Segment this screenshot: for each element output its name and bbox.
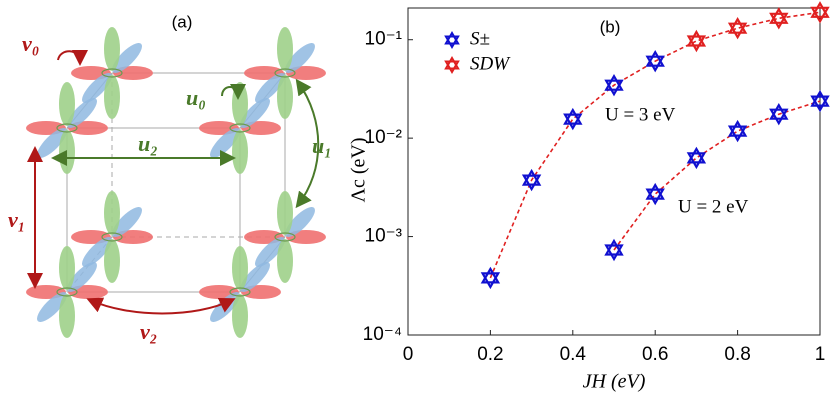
x-tick-label: 1 <box>815 344 826 365</box>
panel-label: (a) <box>172 12 193 31</box>
y-tick-label: 10⁻¹ <box>365 29 403 50</box>
data-point <box>645 182 665 206</box>
data-point <box>686 146 707 170</box>
hopping-label: u₂ <box>138 131 158 156</box>
x-tick-label: 0.4 <box>560 344 587 365</box>
data-point <box>480 266 501 290</box>
y-tick-label: 10⁻² <box>365 127 403 148</box>
legend-label: S± <box>470 28 490 49</box>
data-point <box>604 74 624 97</box>
data-point <box>810 1 830 24</box>
data-point <box>563 107 583 131</box>
data-point <box>769 7 789 30</box>
data-point <box>727 17 748 40</box>
hopping-label: v₀ <box>22 31 39 56</box>
data-point <box>645 50 665 73</box>
x-axis-label: JH (eV) <box>583 371 646 393</box>
data-point <box>810 89 830 113</box>
hopping-label: u₀ <box>186 85 206 110</box>
legend-marker <box>444 31 460 49</box>
hopping-label: v₁ <box>8 207 25 232</box>
data-point <box>769 103 789 126</box>
plot-frame <box>407 7 821 336</box>
data-point <box>686 29 707 53</box>
hopping-label: u₁ <box>312 133 332 158</box>
x-tick-label: 0.8 <box>724 344 750 365</box>
curve-label: U = 2 eV <box>678 196 749 217</box>
x-tick-label: 0 <box>403 344 414 365</box>
chart: 0 0.2 0.4 0.6 0.8 1 10⁻⁴ 10⁻³ 10⁻² 10⁻¹ JH (eV) Λc … <box>348 1 830 393</box>
x-tick-label: 0.2 <box>477 344 503 365</box>
lattice-diagram: (a) v₀ u₀ u₂ u₁ v₁ v₂ <box>8 12 332 344</box>
legend-marker <box>444 56 460 74</box>
curve-label: U = 3 eV <box>605 104 676 125</box>
panel-label: (b) <box>600 17 621 36</box>
y-axis-label: Λc (eV) <box>348 137 370 202</box>
x-tick-label: 0.6 <box>642 344 668 365</box>
data-point <box>604 238 624 262</box>
y-tick-label: 10⁻³ <box>365 226 403 247</box>
hopping-label: v₂ <box>140 319 157 344</box>
data-point <box>521 168 542 192</box>
curve <box>489 11 821 279</box>
data-point <box>727 119 748 143</box>
legend-label: SDW <box>470 53 511 74</box>
y-tick-label: 10⁻⁴ <box>363 324 402 345</box>
